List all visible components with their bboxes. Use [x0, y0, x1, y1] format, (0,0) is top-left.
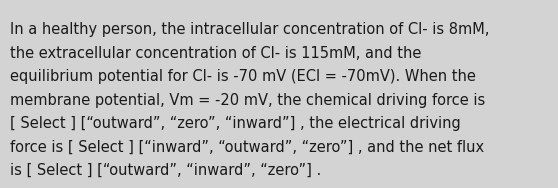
Text: [ Select ] [“outward”, “zero”, “inward”] , the electrical driving: [ Select ] [“outward”, “zero”, “inward”]… — [10, 116, 461, 131]
Text: membrane potential, Vm = -20 mV, the chemical driving force is: membrane potential, Vm = -20 mV, the che… — [10, 92, 485, 108]
Text: equilibrium potential for Cl- is -70 mV (ECl = -70mV). When the: equilibrium potential for Cl- is -70 mV … — [10, 69, 476, 84]
Text: In a healthy person, the intracellular concentration of Cl- is 8mM,: In a healthy person, the intracellular c… — [10, 22, 489, 37]
Text: force is [ Select ] [“inward”, “outward”, “zero”] , and the net flux: force is [ Select ] [“inward”, “outward”… — [10, 139, 484, 155]
Text: is [ Select ] [“outward”, “inward”, “zero”] .: is [ Select ] [“outward”, “inward”, “zer… — [10, 163, 321, 178]
Text: the extracellular concentration of Cl- is 115mM, and the: the extracellular concentration of Cl- i… — [10, 45, 421, 61]
